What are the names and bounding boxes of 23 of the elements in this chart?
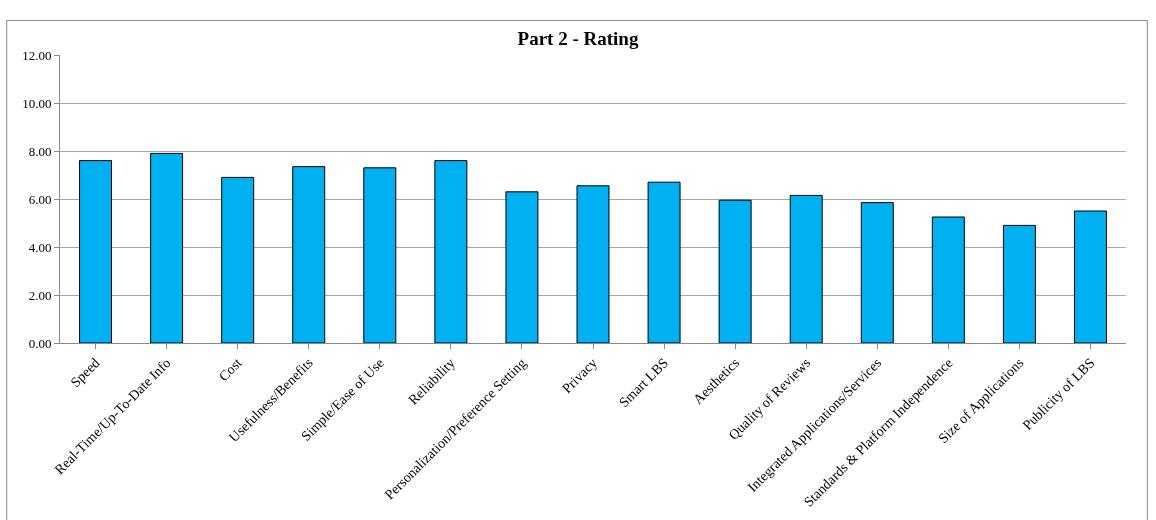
y-tick-label: 0.00 [28, 335, 52, 351]
y-tick-label: 12.00 [22, 47, 52, 63]
bar [363, 167, 397, 343]
y-tick-label: 2.00 [28, 287, 52, 303]
bar [718, 199, 752, 343]
bar [1002, 224, 1036, 343]
bar [79, 160, 113, 343]
y-tick-label: 6.00 [28, 191, 52, 207]
y-tick-label: 4.00 [28, 239, 52, 255]
bar [789, 194, 823, 343]
bar [505, 191, 539, 343]
bar [647, 181, 681, 343]
bar [434, 160, 468, 343]
bar [221, 176, 255, 343]
bar [292, 166, 326, 343]
chart-title: Part 2 - Rating [517, 27, 639, 49]
bar [860, 202, 894, 343]
y-tick-label: 10.00 [22, 95, 52, 111]
bar [150, 152, 184, 343]
bar [1073, 210, 1107, 343]
y-tick-label: 8.00 [28, 143, 52, 159]
bar [931, 216, 965, 343]
bar [576, 185, 610, 343]
